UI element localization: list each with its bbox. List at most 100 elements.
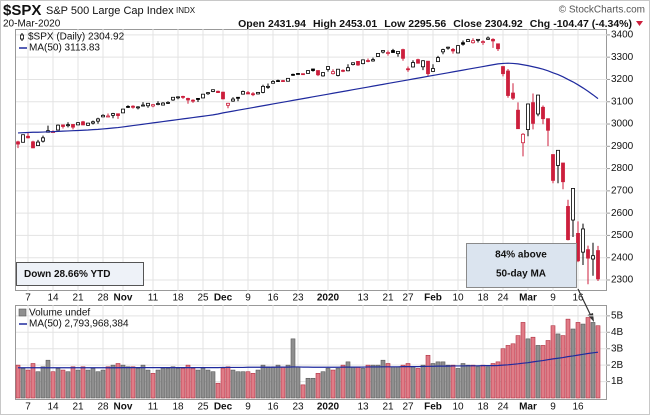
volume-bar [35,371,41,399]
volume-bar [100,369,106,399]
candle-body [96,118,100,122]
candle-body [261,85,265,93]
candle-body [176,96,180,99]
volume-bar [550,325,556,399]
x-tick-label: 16 [572,402,584,413]
date: 20-Mar-2020 [3,19,61,30]
candle-body [561,162,565,183]
candle-body [411,62,415,68]
volume-bar [415,368,421,399]
x-tick-label: 21 [382,402,394,413]
volume-bar [595,325,601,399]
volume-bar [585,317,591,399]
volume-bar [405,363,411,399]
volume-bar [460,363,466,399]
annotation: Down 28.66% YTD [24,269,111,280]
volume-bar [185,364,191,399]
volume-bar [335,368,341,399]
ma-line [18,351,599,369]
volume-bar [520,322,526,399]
volume-bar [530,336,536,399]
candle-body [91,121,95,124]
volume-bar [485,366,491,399]
x-tick-label: 25 [197,293,209,304]
candle-body [446,46,450,49]
candle-body [271,81,275,84]
x-tick-label: 28 [97,293,109,304]
volume-bar [155,369,161,399]
volume-bar [330,369,336,399]
volume-bar [580,323,586,399]
volume-bar [360,368,366,399]
legend-icon [18,308,27,317]
volume-bar [265,366,271,399]
candle-body [41,137,45,142]
candle-body [26,135,30,139]
candle-body [31,141,35,149]
x-tick-label: 25 [197,402,209,413]
x-tick-label: 18 [172,293,184,304]
candle-body [156,103,160,105]
volume-bar [25,369,31,399]
y-tick-label: 2900 [611,141,634,152]
legend-icon [20,34,24,40]
candle-body [461,42,465,45]
volume-bar [470,364,476,399]
x-tick-label: 16 [267,293,279,304]
candle-body [571,188,575,221]
candle-body [196,97,200,100]
x-tick-label: 10 [452,402,464,413]
annotation: 50-day MA [496,269,546,280]
volume-bar [545,340,551,399]
candle-body [306,70,310,74]
volume-bar [345,361,351,399]
candle-body [391,50,395,53]
candle-body [281,80,285,82]
candle-body [191,99,195,102]
candle-body [121,108,125,114]
candle-body [101,114,105,118]
candle-body [76,122,80,126]
annotation-arrowhead [587,313,594,322]
volume-bar [160,368,166,399]
volume-bar [15,364,21,399]
volume-bar [285,364,291,399]
candle-body [266,85,270,88]
volume-bar [395,366,401,399]
candle-body [431,68,435,72]
candle-body [531,102,535,124]
x-tick-label: 9 [550,402,556,413]
volume-bar [430,363,436,399]
annotation: 84% above [495,250,547,261]
volume-bar [140,364,146,399]
volume-bar [95,371,101,399]
x-tick-label: 21 [72,293,84,304]
subtitle: S&P 500 Large Cap Index [46,5,174,17]
candle-body [541,106,545,120]
candle-body [361,59,365,65]
candle-body [516,109,520,130]
candle-body [291,73,295,76]
candle-body [491,38,495,42]
x-tick-label: 27 [402,293,414,304]
annotation-arrow [577,288,592,317]
volume-bar [85,369,91,399]
volume-bar [40,366,46,399]
volume-bar [350,366,356,399]
candle-body [316,70,320,76]
volume-bar [30,363,36,399]
candle-body [451,48,455,52]
candle-body [276,80,280,82]
stat-value: 2295.56 [408,18,446,30]
candle-body [401,49,405,59]
x-tick-label: 18 [477,402,489,413]
stat-label: High [313,18,336,30]
candle-body [341,69,345,72]
annotation-box [466,243,577,288]
candle-body [56,124,60,131]
candle-body [481,41,485,43]
candle-body [126,106,130,108]
volume-bar [50,371,56,399]
x-tick-label: 28 [97,402,109,413]
candle-body [331,71,335,75]
